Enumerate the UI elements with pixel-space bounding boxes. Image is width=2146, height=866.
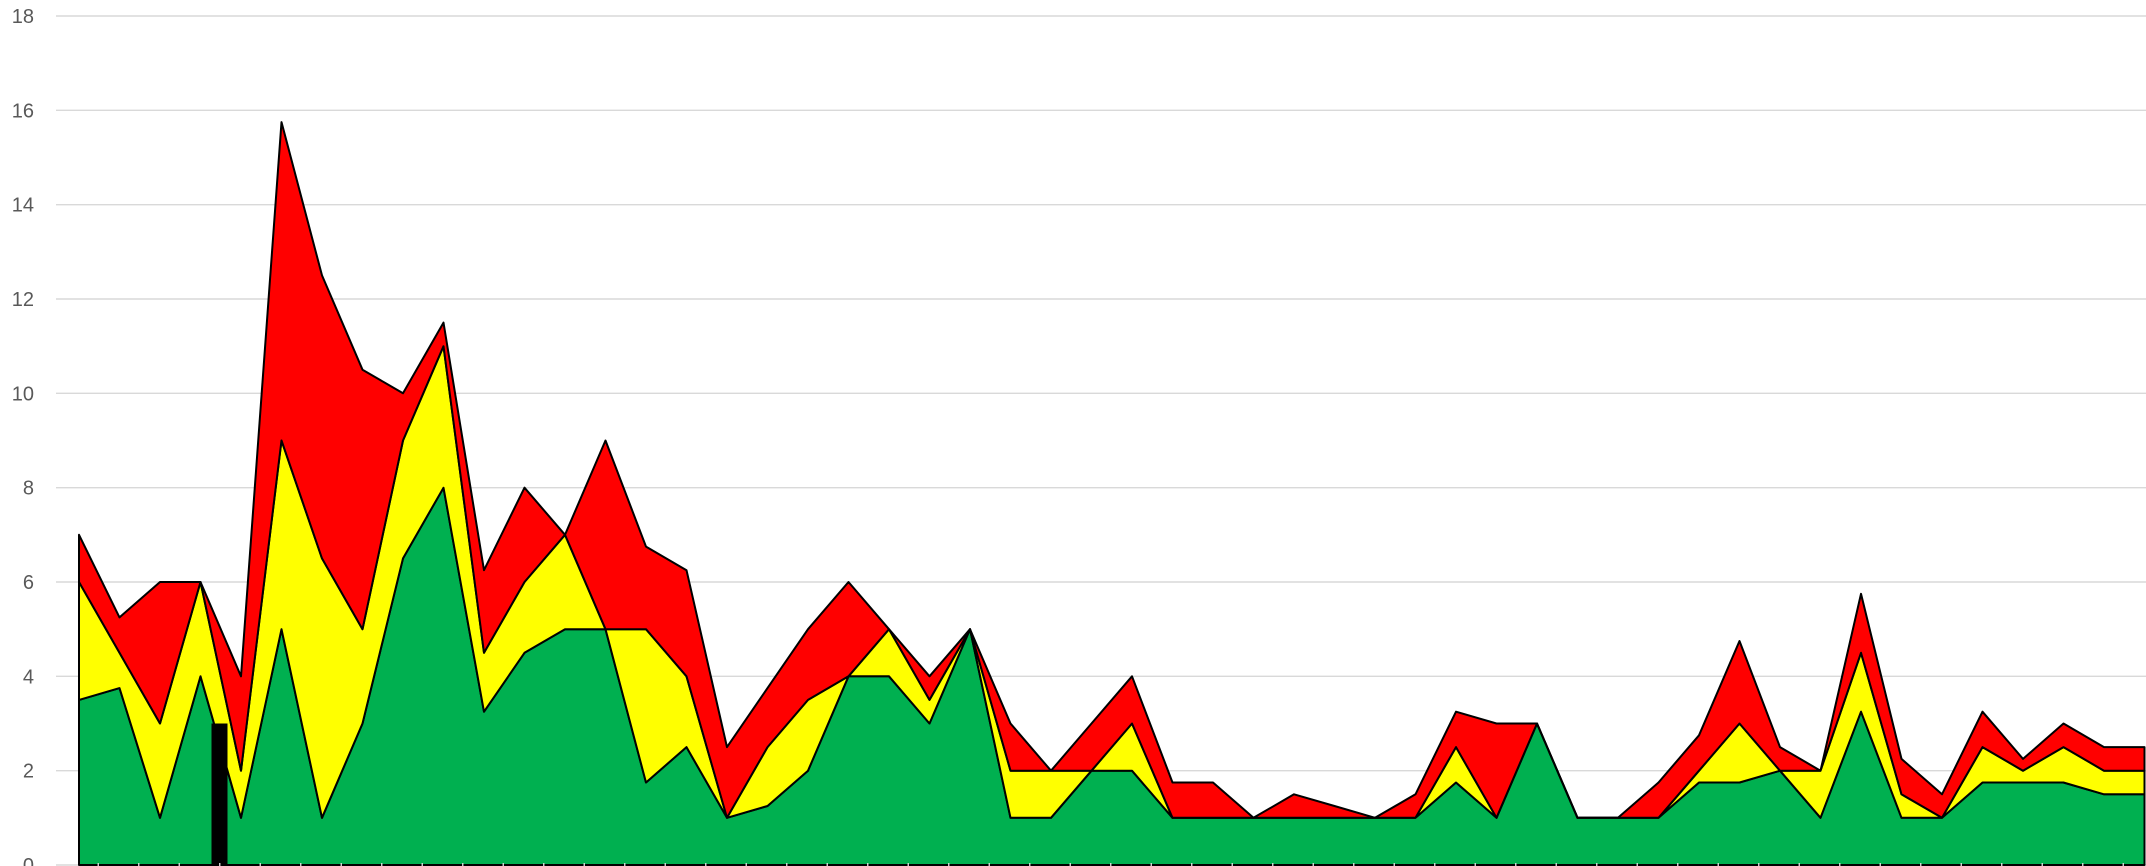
y-tick-label: 2 (23, 761, 34, 783)
y-tick-label: 16 (12, 100, 34, 122)
y-tick-label: 0 (23, 855, 34, 866)
y-tick-label: 6 (23, 572, 34, 594)
y-axis-tick-labels: 0 2 4 6 8 10 12 14 16 18 (12, 6, 34, 866)
y-tick-label: 10 (12, 383, 34, 405)
bar-marks (211, 723, 228, 865)
series-area-3 (78, 121, 2146, 819)
bar (211, 723, 228, 865)
y-tick-label: 14 (12, 195, 34, 217)
series-areas (78, 121, 2146, 866)
y-tick-label: 12 (12, 289, 34, 311)
y-tick-label: 4 (23, 666, 34, 688)
y-tick-label: 18 (12, 6, 34, 28)
y-tick-label: 8 (23, 478, 34, 500)
